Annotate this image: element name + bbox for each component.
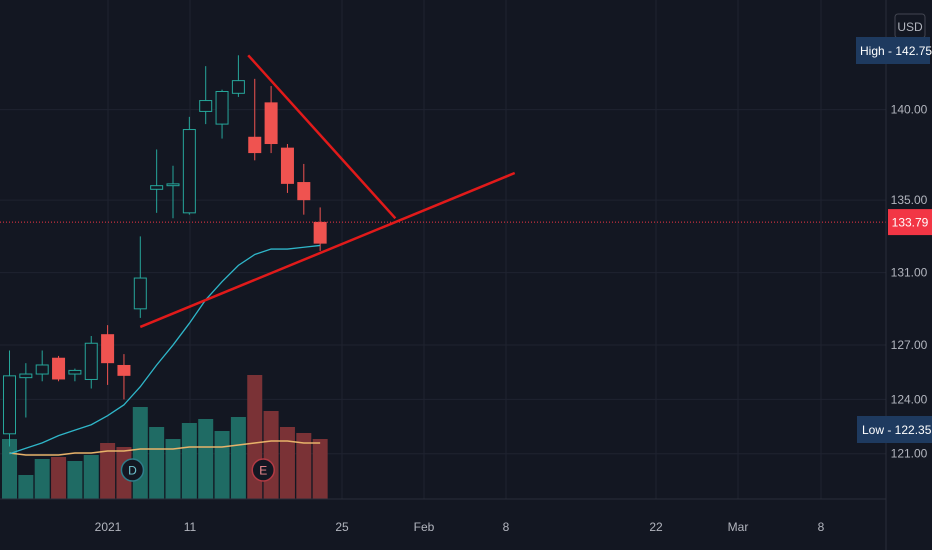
candle-body — [182, 129, 196, 214]
volume-bar — [2, 439, 17, 499]
trendlines — [139, 54, 516, 329]
event-marker-circle — [251, 458, 275, 482]
price-tick-label: 124.00 — [891, 392, 928, 406]
volume-bar — [198, 419, 214, 499]
candle-body — [52, 357, 66, 380]
candle-body — [248, 136, 262, 154]
event-marker-letter: E — [259, 464, 267, 478]
candle-body — [101, 334, 115, 364]
current-price-text: 133.79 — [892, 216, 929, 230]
price-tick-label: 121.00 — [891, 447, 928, 461]
event-marker-e: E — [251, 458, 275, 482]
time-tick-label: 11 — [184, 520, 197, 534]
current-price-label: 133.79 — [888, 209, 932, 236]
candle-body — [231, 80, 245, 94]
currency-text: USD — [897, 20, 923, 34]
high-label: High - 142.75 — [856, 37, 932, 64]
candle-body — [313, 221, 327, 244]
volume-bar — [181, 423, 197, 499]
trendline — [247, 54, 397, 220]
event-marker-letter: D — [128, 464, 137, 478]
low-text: Low - 122.35 — [862, 423, 932, 437]
candle-body — [199, 100, 213, 112]
price-tick-label: 131.00 — [891, 266, 928, 280]
candle-body — [117, 364, 131, 376]
candle-body — [3, 375, 16, 435]
grid — [0, 0, 886, 499]
time-axis[interactable]: 2021 11 25 Feb 8 22 Mar 8 — [95, 520, 825, 534]
candle-body — [84, 342, 98, 380]
time-tick-label: 8 — [818, 520, 825, 534]
volume-bar — [165, 439, 181, 499]
volume-bar — [83, 455, 99, 499]
trendline — [139, 171, 516, 329]
volume-bar — [263, 411, 279, 499]
low-label: Low - 122.35 — [857, 416, 932, 443]
moving-average-line — [9, 244, 321, 455]
volume-average-line — [9, 440, 321, 456]
volume-average — [9, 440, 321, 456]
volume-bar — [34, 459, 50, 499]
price-tick-label: 127.00 — [891, 338, 928, 352]
volume-bar — [132, 407, 148, 499]
time-tick-label: 22 — [649, 520, 663, 534]
currency-label: USD — [894, 13, 926, 39]
volume-bar — [279, 427, 295, 499]
candle-body — [19, 373, 33, 379]
volume-bar — [214, 431, 230, 499]
volume-bar — [230, 417, 246, 499]
candle-body — [68, 369, 82, 375]
candle-body — [215, 91, 229, 125]
event-marker-circle — [120, 458, 145, 482]
candles — [3, 55, 327, 447]
volume-bar — [18, 475, 34, 499]
moving-average — [9, 244, 321, 455]
time-tick-label: Feb — [414, 520, 435, 534]
candle-body — [166, 183, 180, 187]
candle-body — [297, 182, 311, 201]
volume-bar — [67, 461, 83, 499]
candle-body — [264, 102, 278, 145]
time-tick-label: 25 — [335, 520, 349, 534]
candle-body — [280, 147, 294, 184]
volume-bar — [100, 443, 116, 499]
volume-bar — [51, 457, 67, 499]
price-axis[interactable]: 140.00 135.00 131.00 127.00 124.00 121.00 — [891, 103, 928, 461]
candle-body — [133, 277, 147, 310]
time-tick-label: Mar — [728, 520, 749, 534]
price-tick-label: 135.00 — [891, 193, 928, 207]
volume-bar — [149, 427, 165, 499]
candle-body — [35, 364, 49, 375]
time-tick-label: 8 — [503, 520, 510, 534]
event-marker-d: D — [120, 458, 145, 482]
volume-bar — [312, 439, 328, 499]
candle-body — [150, 185, 164, 190]
time-tick-label: 2021 — [95, 520, 122, 534]
volume-bar — [296, 433, 312, 499]
high-text: High - 142.75 — [860, 44, 932, 58]
price-tick-label: 140.00 — [891, 103, 928, 117]
